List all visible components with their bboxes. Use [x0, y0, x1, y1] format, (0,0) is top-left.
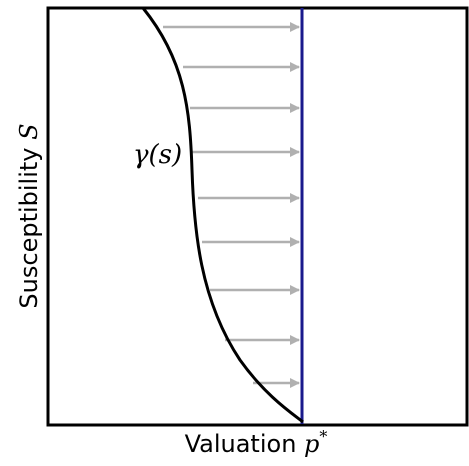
- arrows: [163, 22, 300, 388]
- y-axis-symbol: S: [15, 123, 43, 139]
- x-axis-symbol: p: [304, 430, 319, 458]
- curve-label: γ(s): [133, 140, 182, 170]
- frame: [46, 6, 469, 427]
- y-axis-label-text: Susceptibility: [15, 148, 43, 309]
- y-axis-label: Susceptibility S: [15, 123, 43, 308]
- x-axis-superscript: *: [319, 427, 327, 446]
- gamma-curve: [141, 7, 304, 424]
- x-axis-label: Valuation p*: [185, 427, 328, 458]
- x-axis-label-text: Valuation: [185, 430, 297, 458]
